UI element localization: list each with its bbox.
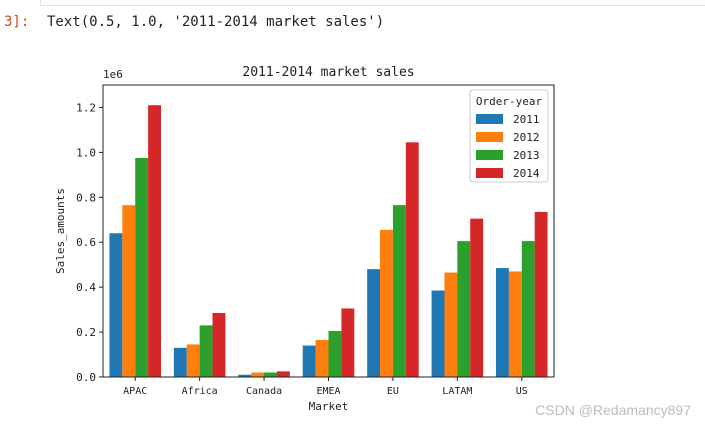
bar-latam-2013 (457, 241, 471, 377)
y-tick-label: 0.8 (76, 191, 96, 204)
bar-canada-2011 (238, 374, 252, 377)
bar-africa-2013 (199, 325, 213, 377)
watermark: CSDN @Redamancy897 (535, 402, 691, 418)
legend-title: Order-year (476, 95, 543, 108)
bar-apac-2011 (109, 233, 123, 377)
bar-africa-2011 (173, 347, 187, 377)
bar-emea-2014 (341, 308, 355, 377)
y-tick-label: 1.0 (76, 146, 96, 159)
x-tick-label: APAC (123, 386, 147, 397)
bar-canada-2013 (264, 372, 277, 377)
bar-africa-2012 (186, 344, 200, 377)
legend-label-2014: 2014 (513, 167, 540, 180)
y-tick-label: 0.6 (76, 236, 96, 249)
bar-africa-2014 (212, 312, 226, 377)
bar-emea-2011 (302, 345, 316, 377)
legend-label-2013: 2013 (513, 149, 540, 162)
bar-latam-2011 (431, 290, 445, 377)
x-tick-label: LATAM (442, 386, 472, 397)
bar-canada-2014 (276, 371, 290, 377)
bar-apac-2013 (135, 158, 149, 377)
bar-apac-2012 (122, 205, 136, 377)
cell-prompt: 3]: (4, 14, 30, 30)
bar-emea-2012 (315, 339, 329, 377)
bar-latam-2014 (470, 218, 484, 377)
x-tick-label: EU (387, 386, 399, 397)
legend-swatch-2013 (476, 150, 503, 160)
bar-eu-2011 (367, 269, 381, 377)
legend-label-2012: 2012 (513, 131, 540, 144)
x-tick-label: US (516, 386, 528, 397)
bar-us-2013 (521, 241, 535, 377)
bar-apac-2014 (148, 105, 161, 377)
x-tick-label: Canada (246, 386, 282, 397)
legend-swatch-2012 (476, 132, 503, 142)
cell-output-text: Text(0.5, 1.0, '2011-2014 market sales') (47, 14, 385, 30)
y-tick-label: 1.2 (76, 101, 96, 114)
cell-top-border (40, 0, 705, 6)
bar-us-2011 (496, 268, 509, 377)
y-offset-label: 1e6 (103, 68, 123, 81)
x-axis-label: Market (309, 400, 349, 413)
chart-title: 2011-2014 market sales (242, 65, 414, 80)
legend-label-2011: 2011 (513, 113, 540, 126)
bar-emea-2013 (328, 330, 342, 377)
y-tick-label: 0.0 (76, 371, 96, 384)
bar-us-2012 (508, 271, 522, 377)
legend-swatch-2011 (476, 114, 503, 124)
legend-swatch-2014 (476, 168, 503, 178)
bar-latam-2012 (444, 272, 458, 377)
y-tick-label: 0.4 (76, 281, 96, 294)
y-axis-label: Sales_amounts (54, 188, 67, 274)
x-tick-label: Africa (182, 386, 218, 397)
y-tick-label: 0.2 (76, 326, 96, 339)
bar-eu-2013 (392, 205, 406, 377)
bar-canada-2012 (251, 372, 265, 377)
bar-eu-2012 (380, 229, 393, 377)
x-tick-label: EMEA (316, 386, 340, 397)
bar-eu-2014 (405, 142, 419, 377)
bar-us-2014 (534, 211, 548, 377)
